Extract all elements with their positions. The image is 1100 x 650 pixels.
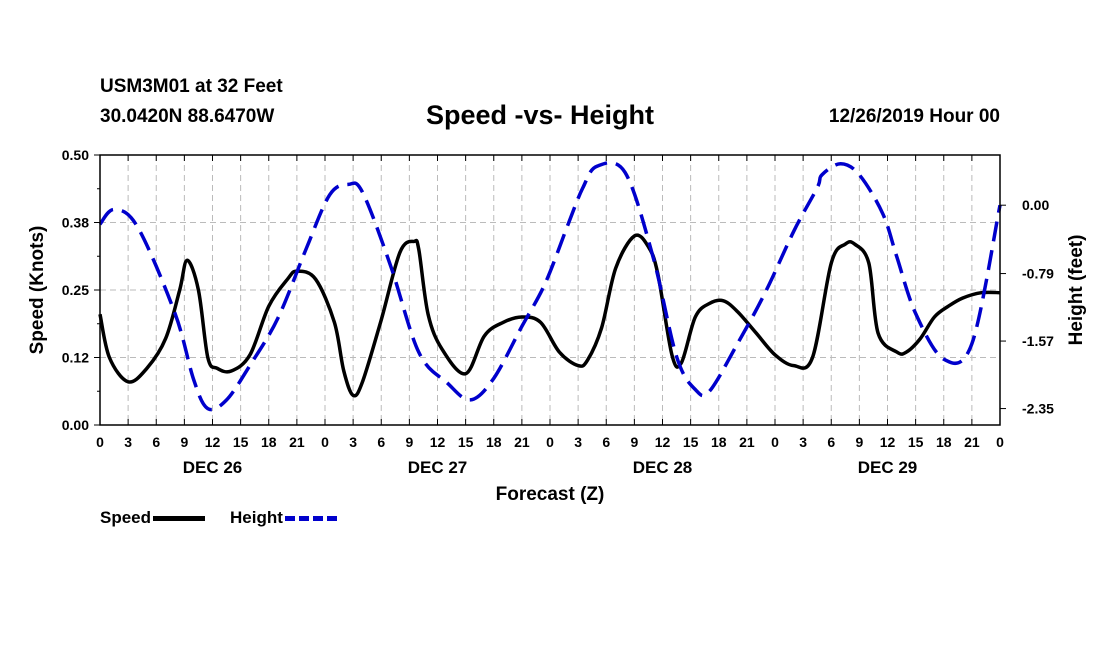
station-label: USM3M01 at 32 Feet — [100, 76, 283, 97]
y-tick-label: 0.50 — [62, 147, 89, 163]
x-tick-label: 0 — [546, 434, 554, 450]
axes: 0 3 6 9 12 15 18 21 0 3 6 9 12 15 18 21 0 3 6 9 12 15 18 21 0 3 6 9… — [62, 147, 1054, 477]
x-tick-label: 6 — [602, 434, 610, 450]
y-axis-title: Speed (Knots) — [27, 226, 48, 355]
series-line-height — [98, 160, 1002, 412]
legend-height: Height — [230, 508, 337, 528]
x-tick-label: 21 — [739, 434, 755, 450]
y-tick-label: 0.12 — [62, 350, 89, 366]
y-tick-label: 0.38 — [62, 215, 89, 231]
series-line-speed — [98, 233, 1001, 398]
datetime-label: 12/26/2019 Hour 00 — [828, 106, 1000, 127]
x-tick-label: 9 — [630, 434, 638, 450]
y2-tick-label: 0.00 — [1022, 197, 1049, 213]
day-label: DEC 26 — [183, 458, 243, 477]
x-tick-label: 15 — [233, 434, 249, 450]
chart-title: Speed -vs- Height — [426, 100, 655, 130]
x-tick-label: 0 — [996, 434, 1004, 450]
x-tick-label: 21 — [289, 434, 305, 450]
x-axis-title: Forecast (Z) — [496, 484, 605, 505]
day-label: DEC 29 — [858, 458, 918, 477]
x-tick-label: 15 — [683, 434, 699, 450]
x-tick-label: 9 — [855, 434, 863, 450]
x-tick-label: 18 — [261, 434, 277, 450]
x-tick-label: 6 — [152, 434, 160, 450]
series — [98, 160, 1002, 412]
x-tick-label: 12 — [205, 434, 221, 450]
x-tick-label: 21 — [964, 434, 980, 450]
grid — [100, 155, 1000, 425]
y-tick-label: 0.25 — [62, 282, 89, 298]
x-tick-label: 0 — [321, 434, 329, 450]
x-tick-label: 15 — [908, 434, 924, 450]
x-tick-label: 15 — [458, 434, 474, 450]
x-tick-label: 6 — [827, 434, 835, 450]
x-tick-label: 3 — [799, 434, 807, 450]
y2-tick-label: -1.57 — [1022, 333, 1054, 349]
x-tick-label: 12 — [430, 434, 446, 450]
y-tick-label: 0.00 — [62, 417, 89, 433]
x-tick-label: 12 — [880, 434, 896, 450]
x-tick-label: 3 — [124, 434, 132, 450]
legend-speed: Speed — [100, 508, 206, 528]
x-tick-label: 18 — [486, 434, 502, 450]
location-label: 30.0420N 88.6470W — [100, 106, 275, 127]
x-tick-label: 9 — [180, 434, 188, 450]
x-tick-label: 0 — [96, 434, 104, 450]
y2-tick-label: -0.79 — [1022, 266, 1054, 282]
legend-speed-label: Speed — [100, 508, 152, 527]
y2-tick-label: -2.35 — [1022, 401, 1054, 417]
day-label: DEC 27 — [408, 458, 468, 477]
x-tick-label: 18 — [711, 434, 727, 450]
x-tick-label: 0 — [771, 434, 779, 450]
x-tick-label: 6 — [377, 434, 385, 450]
y2-axis-title: Height (feet) — [1066, 235, 1087, 346]
x-tick-label: 12 — [655, 434, 671, 450]
legend-height-swatch — [284, 516, 337, 522]
legend-speed-swatch — [153, 516, 206, 522]
x-tick-label: 18 — [936, 434, 952, 450]
x-tick-label: 3 — [574, 434, 582, 450]
day-label: DEC 28 — [633, 458, 693, 477]
legend-height-label: Height — [230, 508, 283, 527]
x-tick-label: 3 — [349, 434, 357, 450]
x-tick-label: 21 — [514, 434, 530, 450]
x-tick-label: 9 — [405, 434, 413, 450]
